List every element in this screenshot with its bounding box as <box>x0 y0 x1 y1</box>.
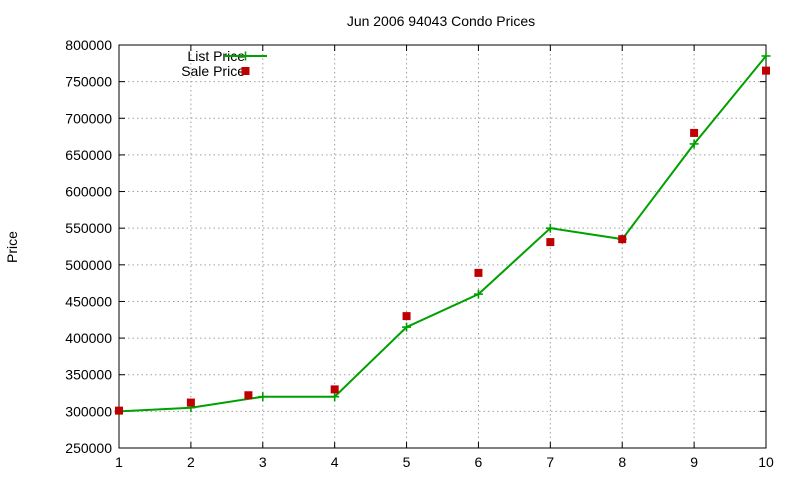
x-tick-label: 1 <box>115 454 123 470</box>
y-tick-label: 400000 <box>65 330 112 346</box>
y-tick-label: 800000 <box>65 37 112 53</box>
y-tick-label: 700000 <box>65 110 112 126</box>
y-tick-label: 750000 <box>65 74 112 90</box>
data-point <box>244 391 253 400</box>
legend-label: List Price <box>187 48 245 64</box>
y-axis-label: Price <box>4 231 20 263</box>
x-tick-label: 10 <box>758 454 774 470</box>
y-tick-label: 300000 <box>65 403 112 419</box>
x-tick-label: 6 <box>475 454 483 470</box>
data-point <box>402 312 411 321</box>
data-point <box>115 406 123 415</box>
data-point <box>474 268 483 277</box>
y-tick-label: 550000 <box>65 220 112 236</box>
data-point <box>330 392 340 402</box>
y-tick-label: 350000 <box>65 367 112 383</box>
y-tick-label: 650000 <box>65 147 112 163</box>
x-tick-label: 9 <box>690 454 698 470</box>
legend-marker <box>241 67 250 75</box>
data-point <box>473 289 483 299</box>
plot-frame <box>118 44 767 449</box>
data-point <box>186 398 195 407</box>
data-point <box>690 128 699 137</box>
data-point <box>762 66 770 75</box>
chart-title: Jun 2006 94043 Condo Prices <box>347 13 535 29</box>
x-tick-label: 7 <box>546 454 554 470</box>
axis-ticks: 1 2 3 4 5 6 7 8 9 10 250000 300000 350000 400000 45000… <box>65 37 774 470</box>
series-line <box>118 55 767 413</box>
legend-marker <box>241 51 250 61</box>
legend-label: Sale Price <box>181 63 245 79</box>
data-point <box>330 385 339 394</box>
y-tick-label: 250000 <box>65 440 112 456</box>
x-tick-label: 8 <box>618 454 626 470</box>
data-point <box>618 235 627 244</box>
data-point <box>546 238 555 247</box>
x-tick-label: 4 <box>331 454 339 470</box>
series-layer <box>114 51 771 416</box>
data-point <box>402 322 412 332</box>
x-tick-label: 5 <box>403 454 411 470</box>
data-point <box>761 51 771 61</box>
series-2 <box>115 66 770 415</box>
data-point <box>545 223 555 233</box>
y-tick-label: 600000 <box>65 184 112 200</box>
data-point <box>689 139 699 149</box>
x-tick-label: 2 <box>187 454 195 470</box>
y-tick-label: 500000 <box>65 257 112 273</box>
y-tick-label: 450000 <box>65 293 112 309</box>
data-point <box>258 392 268 402</box>
x-tick-label: 3 <box>259 454 267 470</box>
